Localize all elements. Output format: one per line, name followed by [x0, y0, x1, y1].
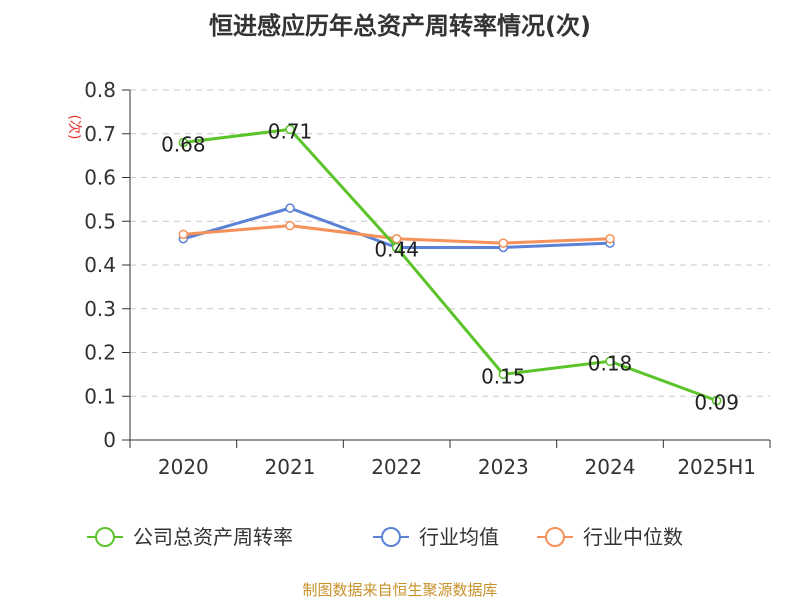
data-point [285, 124, 295, 135]
x-tick-label: 2021 [265, 455, 316, 479]
grid-lines [130, 89, 770, 397]
x-tick-label: 2024 [585, 455, 636, 479]
source-note: 制图数据来自恒生聚源数据库 [302, 581, 497, 599]
data-point [391, 242, 402, 253]
data-point [498, 238, 509, 248]
axes: 0 0.1 0.2 0.3 0.4 0.5 0.6 0.7 0.8 2020 2021 2022 202… [84, 78, 771, 479]
data-point [178, 229, 189, 240]
x-tick-label: 2022 [371, 455, 422, 479]
x-tick-label: 2020 [158, 455, 209, 479]
data-labels: 0.68 0.71 0.44 0.15 0.18 0.09 [161, 119, 739, 414]
y-tick-label: 0.7 [84, 122, 116, 146]
x-tick-label: 2025H1 [677, 455, 756, 479]
data-label: 0.09 [694, 391, 739, 415]
legend-label: 行业均值 [419, 525, 499, 549]
data-label: 0.68 [161, 133, 206, 157]
y-tick-label: 0.5 [84, 209, 116, 233]
data-point [285, 203, 295, 213]
legend-label: 公司总资产周转率 [133, 525, 293, 549]
data-point [605, 234, 615, 244]
y-tick-label: 0.3 [84, 297, 116, 321]
series-lines [178, 124, 722, 406]
legend-marker [545, 527, 565, 547]
legend-label: 行业中位数 [583, 525, 683, 549]
y-axis-label: (次) [66, 115, 82, 140]
y-tick-label: 0.4 [84, 253, 116, 277]
y-tick-label: 0.2 [84, 341, 116, 365]
legend-marker [381, 527, 401, 547]
legend: 公司总资产周转率 行业均值 行业中位数 [87, 525, 683, 549]
data-point [605, 356, 615, 366]
y-tick-label: 0.1 [84, 384, 116, 408]
chart-title: 恒进感应历年总资产周转率情况(次) [209, 12, 591, 40]
data-point [498, 369, 509, 380]
data-label: 0.15 [481, 364, 526, 388]
y-tick-label: 0 [103, 428, 116, 452]
y-tick-label: 0.8 [84, 78, 116, 102]
data-point [711, 395, 722, 406]
data-point [285, 220, 295, 231]
y-tick-label: 0.6 [84, 166, 116, 190]
data-point [178, 137, 189, 148]
legend-marker [95, 527, 115, 547]
data-label: 0.18 [588, 351, 633, 375]
data-label: 0.44 [374, 238, 419, 262]
data-label: 0.71 [268, 119, 313, 143]
x-tick-label: 2023 [478, 455, 529, 479]
series-line-0 [183, 127, 718, 403]
